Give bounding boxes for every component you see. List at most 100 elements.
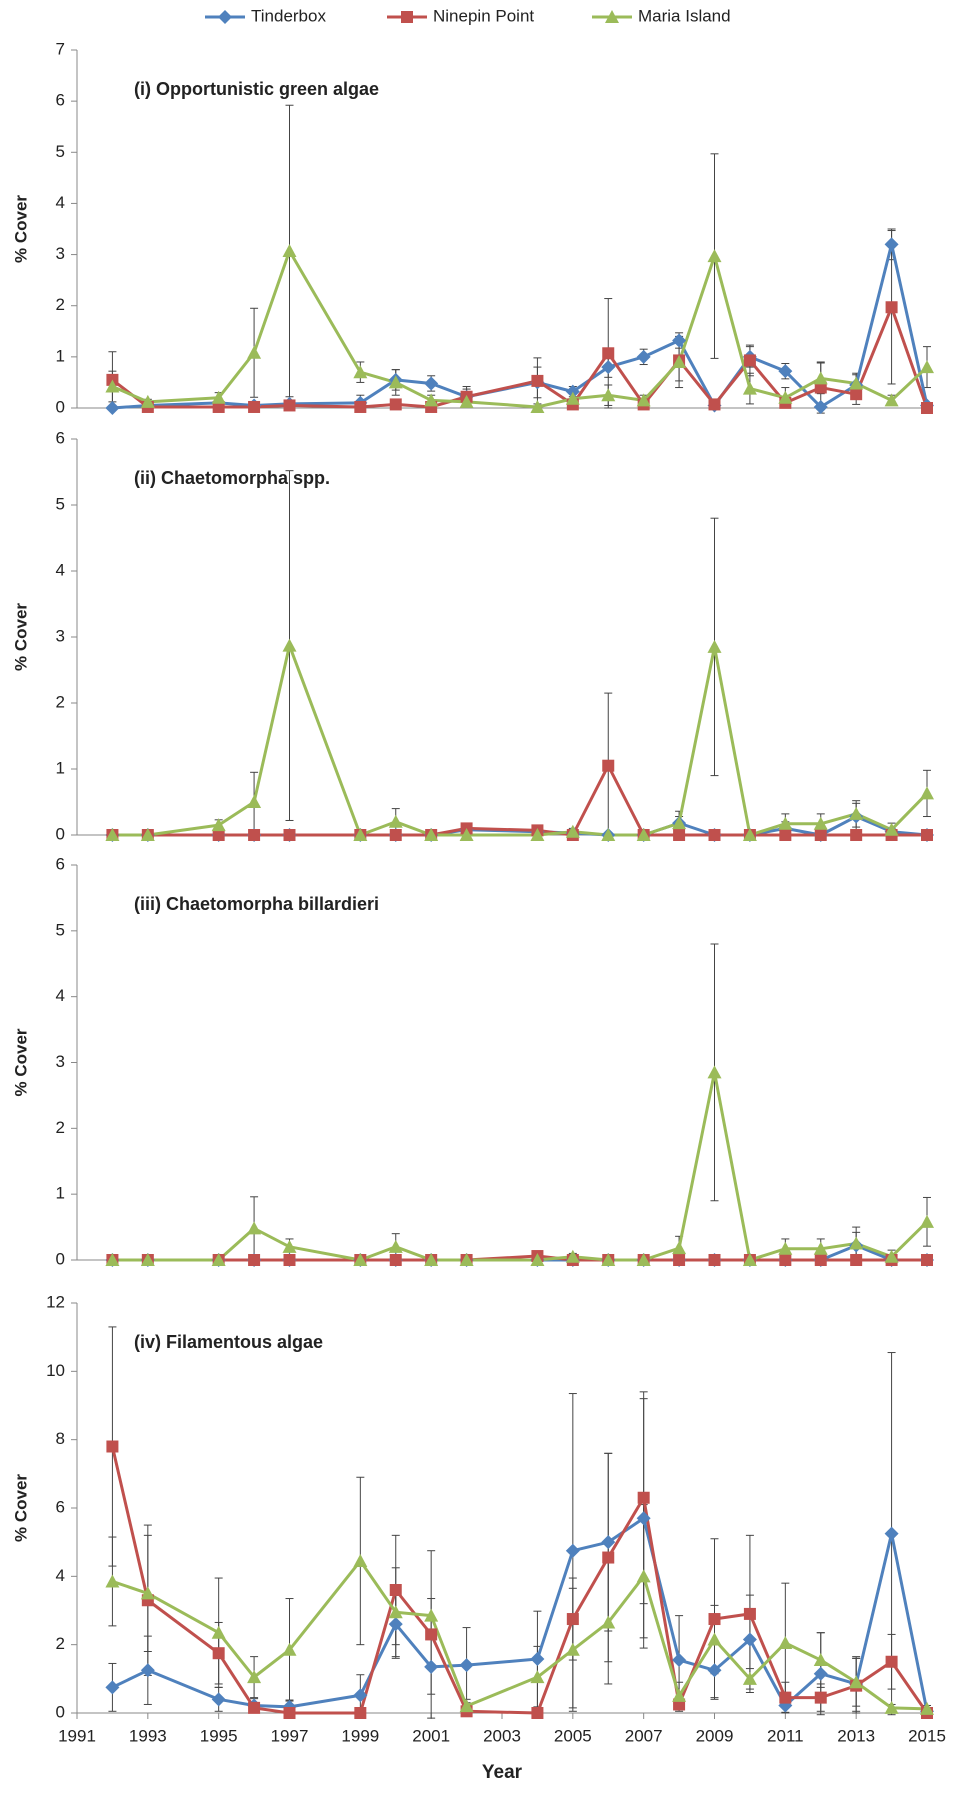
data-point (708, 1613, 721, 1626)
data-point (283, 1254, 296, 1266)
y-tick-label: 4 (56, 193, 65, 212)
series-line (112, 815, 928, 837)
data-point (707, 1065, 722, 1079)
data-point (884, 822, 899, 836)
data-point (388, 1239, 403, 1253)
y-tick-label: 0 (56, 824, 65, 843)
data-point (105, 401, 120, 415)
data-point (813, 816, 828, 830)
data-point (459, 828, 474, 841)
series-line (111, 305, 929, 409)
data-point (424, 376, 439, 391)
data-point (920, 786, 934, 800)
data-point (247, 1670, 262, 1684)
y-tick-label: 0 (56, 397, 65, 416)
data-point (424, 1253, 439, 1266)
data-point (672, 816, 687, 830)
panel-title: (i) Opportunistic green algae (134, 79, 379, 99)
y-axis-label: % Cover (11, 195, 30, 263)
data-point (388, 814, 403, 828)
data-point (884, 237, 899, 252)
data-point (353, 365, 368, 379)
y-axis-label: % Cover (11, 603, 30, 671)
data-point (601, 1253, 616, 1266)
x-tick-label: 2013 (837, 1726, 875, 1745)
data-point (282, 243, 297, 257)
data-point (884, 1700, 899, 1714)
data-point (884, 1249, 899, 1263)
data-point (814, 381, 827, 394)
data-point (813, 1241, 828, 1255)
data-point (212, 400, 225, 413)
data-point (212, 829, 225, 841)
data-point (106, 1440, 119, 1453)
data-point (105, 1680, 120, 1695)
y-tick-label: 4 (56, 560, 65, 579)
y-tick-label: 0 (56, 1702, 65, 1721)
y-tick-label: 10 (46, 1361, 65, 1380)
data-point (637, 1491, 650, 1504)
y-tick-label: 7 (56, 39, 65, 58)
data-point (920, 360, 934, 374)
data-point (672, 1653, 687, 1668)
y-axis-label: % Cover (11, 1474, 30, 1542)
data-point (459, 394, 474, 408)
data-point (921, 829, 933, 841)
data-point (884, 393, 899, 407)
series-line (110, 1446, 929, 1715)
data-point (248, 829, 261, 841)
data-point (211, 1625, 226, 1639)
data-point (672, 1688, 687, 1702)
data-point (353, 828, 368, 841)
data-point (636, 828, 651, 841)
data-point (530, 1670, 545, 1684)
x-tick-label: 2009 (696, 1726, 734, 1745)
data-point (921, 1254, 933, 1266)
y-tick-label: 6 (56, 1497, 65, 1516)
data-point (565, 391, 580, 405)
y-tick-label: 1 (56, 1184, 65, 1203)
data-point (742, 1632, 757, 1647)
data-point (779, 829, 792, 841)
data-point (920, 1701, 934, 1715)
data-point (813, 399, 828, 414)
legend-marker (218, 10, 232, 24)
data-point (636, 393, 651, 407)
data-point (530, 1253, 545, 1266)
data-point (920, 1214, 934, 1228)
data-point (389, 1254, 402, 1266)
x-tick-label: 1999 (341, 1726, 379, 1745)
data-point (885, 1655, 898, 1668)
data-point (601, 1615, 616, 1629)
x-tick-label: 2005 (554, 1726, 592, 1745)
data-point (813, 371, 828, 385)
data-point (779, 1254, 792, 1266)
series-line (112, 644, 929, 837)
data-point (424, 1608, 439, 1622)
data-point (283, 1707, 296, 1719)
data-point (247, 795, 262, 808)
data-point (778, 1635, 793, 1649)
data-point (885, 301, 898, 314)
y-tick-label: 0 (56, 1249, 65, 1268)
data-point (248, 400, 261, 413)
data-point (354, 400, 367, 413)
data-point (708, 1254, 721, 1266)
data-point (850, 1254, 863, 1266)
data-point (247, 1221, 262, 1235)
data-point (636, 1253, 651, 1266)
data-point (921, 402, 933, 414)
data-point (388, 375, 403, 389)
data-point (708, 398, 721, 411)
data-point (778, 816, 793, 830)
data-point (389, 1584, 402, 1596)
data-point (424, 828, 439, 841)
x-axis-label: Year (482, 1762, 523, 1783)
y-tick-label: 6 (56, 854, 65, 873)
data-point (530, 828, 545, 841)
legend-label: Ninepin Point (433, 6, 534, 25)
data-point (354, 1707, 367, 1719)
data-point (211, 390, 226, 404)
series-line (112, 1070, 929, 1262)
